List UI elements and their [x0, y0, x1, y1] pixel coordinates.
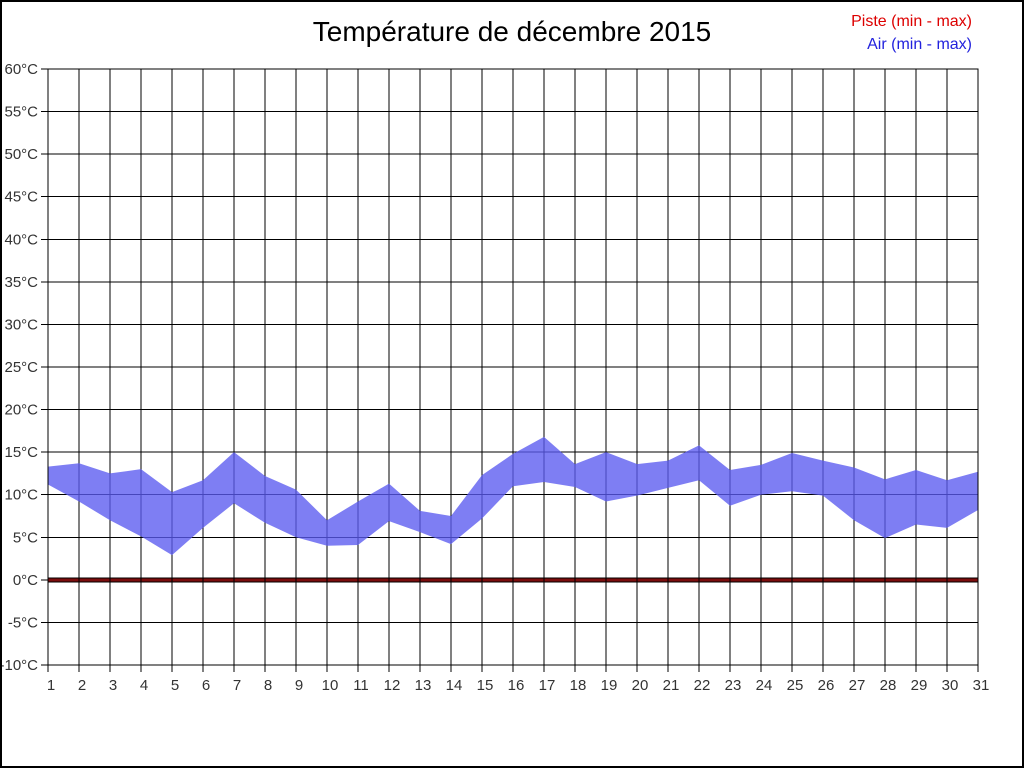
x-tick-label: 20	[632, 677, 649, 694]
x-tick-label: 19	[601, 677, 618, 694]
x-tick-label: 29	[911, 677, 928, 694]
y-tick-label: 10°C	[4, 487, 38, 504]
x-tick-label: 23	[725, 677, 742, 694]
x-tick-label: 4	[140, 677, 148, 694]
x-tick-label: 18	[570, 677, 587, 694]
x-tick-label: 12	[384, 677, 401, 694]
x-tick-label: 11	[353, 677, 369, 694]
x-tick-label: 24	[756, 677, 773, 694]
x-tick-label: 13	[415, 677, 432, 694]
y-tick-label: 15°C	[4, 444, 38, 461]
x-tick-label: 26	[818, 677, 835, 694]
y-tick-label: 0°C	[13, 572, 38, 589]
x-tick-label: 2	[78, 677, 86, 694]
y-tick-label: 30°C	[4, 316, 38, 333]
x-tick-label: 31	[973, 677, 990, 694]
y-tick-label: 45°C	[4, 189, 38, 206]
x-tick-label: 21	[663, 677, 680, 694]
y-tick-label: 50°C	[4, 146, 38, 163]
x-tick-label: 9	[295, 677, 303, 694]
x-tick-label: 14	[446, 677, 463, 694]
x-tick-label: 5	[171, 677, 179, 694]
y-tick-label: 40°C	[4, 231, 38, 248]
x-tick-label: 3	[109, 677, 117, 694]
y-tick-label: 5°C	[13, 529, 38, 546]
x-tick-label: 17	[539, 677, 556, 694]
x-tick-label: 16	[508, 677, 525, 694]
x-tick-label: 15	[477, 677, 494, 694]
legend-piste-label: Piste (min - max)	[851, 13, 972, 30]
plot-border	[47, 68, 979, 666]
x-tick-label: 6	[202, 677, 210, 694]
y-tick-label: 60°C	[4, 61, 38, 78]
air-band	[48, 436, 978, 556]
y-tick-label: 20°C	[4, 402, 38, 419]
x-tick-label: 30	[942, 677, 959, 694]
x-tick-label: 10	[322, 677, 339, 694]
legend: Piste (min - max) Air (min - max)	[851, 10, 972, 56]
x-tick-label: 7	[233, 677, 241, 694]
x-tick-label: 28	[880, 677, 897, 694]
y-tick-label: 25°C	[4, 359, 38, 376]
x-tick-label: 27	[849, 677, 866, 694]
x-tick-label: 22	[694, 677, 711, 694]
chart-title: Température de décembre 2015	[312, 16, 712, 47]
y-tick-label: -10°C	[2, 657, 38, 674]
x-tick-label: 1	[47, 677, 55, 694]
legend-air-label: Air (min - max)	[867, 36, 972, 53]
y-tick-label: 55°C	[4, 104, 38, 121]
y-tick-label: -5°C	[8, 614, 38, 631]
x-tick-label: 25	[787, 677, 804, 694]
x-tick-label: 8	[264, 677, 272, 694]
y-tick-label: 35°C	[4, 274, 38, 291]
